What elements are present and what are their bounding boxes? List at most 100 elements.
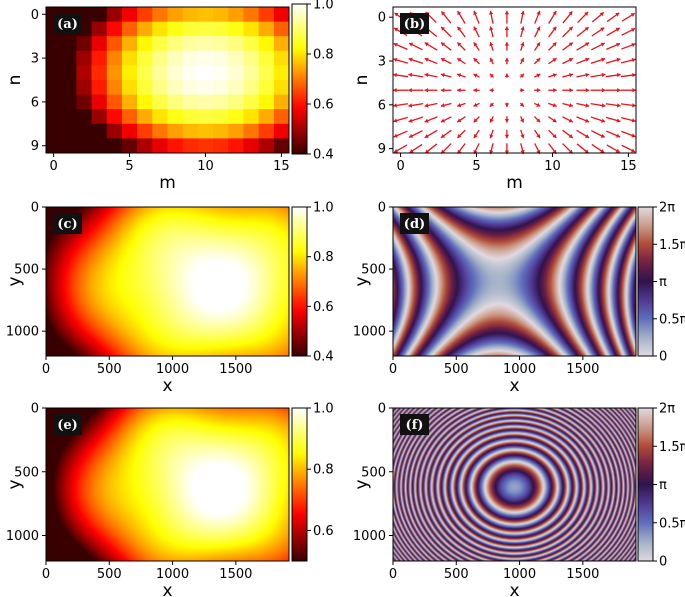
heatmap-cell (76, 94, 93, 110)
panel-label-box (53, 414, 82, 435)
quiver-arrow-head (424, 57, 429, 62)
heatmap-cell (91, 50, 108, 66)
colorbar (637, 206, 654, 357)
colorbar-tick-label: 0.4 (313, 350, 334, 365)
heatmap-cell (76, 80, 93, 96)
quiver-arrow-head (552, 26, 557, 31)
heatmap-cell (258, 65, 275, 81)
heatmap-cell (258, 36, 275, 52)
heatmap-cell (273, 65, 290, 81)
phase-image (393, 408, 636, 561)
colorbar-tick-label: 2π (659, 201, 675, 216)
heatmap-cell (61, 94, 77, 110)
quiver-arrow-head (473, 88, 477, 93)
quiver-arrow-head (584, 27, 589, 32)
quiver-arrow-head (631, 42, 636, 48)
heatmap-cell (182, 80, 199, 96)
quiver-arrow-head (631, 28, 636, 32)
heatmap-cell (258, 94, 275, 110)
heatmap-cell (106, 80, 123, 96)
heatmap-cell (152, 80, 168, 96)
panel-label: (a) (57, 17, 78, 32)
y-tick-label: 1000 (353, 325, 386, 340)
panel-b: 0 5 10 15 0 3 6 9 m n (b) (352, 6, 637, 193)
quiver-arrow-head (424, 118, 429, 123)
quiver-arrow-head (600, 133, 605, 138)
heatmap-cell (106, 36, 123, 52)
quiver-arrow-head (616, 72, 621, 78)
heatmap-cell (152, 138, 168, 154)
y-tick-label: 3 (31, 52, 39, 67)
panel-label: (d) (404, 217, 425, 232)
quiver-arrow-head (520, 57, 525, 63)
quiver-arrow-head (552, 10, 557, 16)
quiver-arrow-head (473, 10, 478, 15)
heatmap-cell (243, 36, 260, 52)
panel-label-box (400, 13, 429, 34)
heatmap-cell (167, 21, 184, 37)
quiver-arrow-head (504, 150, 510, 154)
heatmap-cell (228, 123, 244, 139)
axes-frame (392, 6, 637, 154)
heatmap-cell (106, 50, 123, 66)
heatmap-cell (121, 21, 138, 37)
quiver-arrow-head (584, 11, 589, 16)
quiver-arrow-head (457, 26, 462, 31)
heatmap-cell (137, 65, 153, 81)
heatmap-cell (91, 138, 108, 154)
quiver-arrow-head (393, 72, 397, 78)
y-tick-label: 500 (14, 263, 39, 278)
x-tick-label: 15 (620, 159, 637, 174)
heatmap-cell (228, 21, 244, 37)
quiver-arrow-head (408, 103, 413, 108)
panel-label: (b) (404, 17, 425, 32)
quiver-arrow-head (585, 72, 590, 78)
quiver-arrow-head (425, 149, 430, 154)
x-tick-label: 1500 (219, 362, 252, 377)
axes-frame (392, 407, 637, 562)
quiver-arrow-head (504, 134, 510, 139)
heatmap-cell (182, 138, 199, 154)
quiver-arrow-head (536, 58, 541, 63)
quiver-arrow-head (569, 88, 573, 93)
heatmap-cell (213, 36, 229, 52)
quiver-arrow-head (536, 26, 541, 31)
quiver-arrow-head (631, 57, 636, 63)
heatmap-cell (91, 80, 108, 96)
quiver-arrow-head (630, 13, 635, 17)
quiver-arrow-head (599, 12, 604, 17)
y-tick-label: 0 (378, 402, 386, 417)
quiver-arrow-head (568, 42, 573, 47)
quiver-arrow-head (473, 58, 478, 63)
quiver-arrow-head (585, 57, 590, 62)
heatmap-cell (213, 21, 229, 37)
y-tick-label: 500 (361, 465, 386, 480)
quiver-arrow-head (569, 73, 573, 78)
heatmap-cell (152, 94, 168, 110)
quiver-arrow-head (568, 118, 573, 123)
quiver-arrow-head (615, 148, 620, 153)
quiver-arrow-head (601, 118, 606, 123)
heatmap-cell (91, 109, 108, 125)
quiver-arrow-head (504, 119, 510, 123)
heatmap-cell (258, 50, 275, 66)
panel-label: (f) (406, 418, 424, 433)
heatmap-cell (121, 50, 138, 66)
x-tick-label: 0 (42, 567, 50, 582)
quiver-arrow-head (424, 88, 429, 93)
x-tick-label: 500 (444, 362, 469, 377)
quiver-arrow-head (504, 57, 510, 62)
x-tick-label: 1000 (503, 567, 536, 582)
quiver-arrow-head (440, 118, 446, 123)
heatmap-cell (182, 7, 199, 23)
quiver-arrow-head (568, 58, 573, 62)
quiver-arrow-head (584, 134, 590, 138)
heatmap-cell (213, 94, 229, 110)
quiver-arrow-head (408, 118, 413, 123)
colorbar-tick-label: 1.0 (313, 201, 334, 216)
heatmap-cell (76, 109, 93, 125)
quiver-arrow-head (409, 133, 414, 138)
heatmap-cell (91, 94, 108, 110)
quiver-arrow-head (616, 42, 621, 47)
